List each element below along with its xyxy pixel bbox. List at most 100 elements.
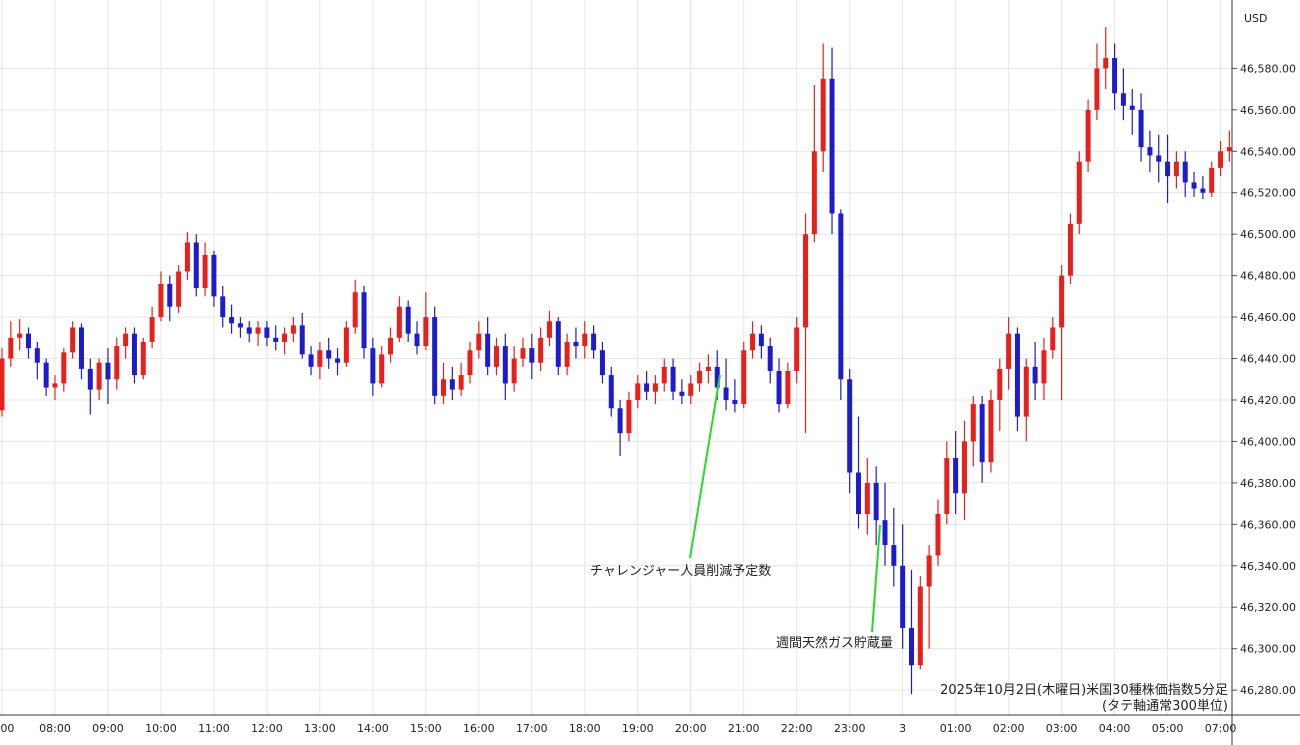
candle-body [308,354,314,367]
candle-body [1076,161,1082,224]
candle-body [856,472,862,514]
candle-body [635,383,641,400]
candle-body [290,325,296,334]
candle-body [617,408,623,434]
candle-body [697,370,703,384]
candle-body [458,375,464,390]
candle-body [1173,161,1179,177]
candle-body [741,350,747,405]
candle-body [17,333,23,338]
candle-body [1129,105,1135,110]
candle-body [1182,161,1188,183]
candle-body [1156,155,1162,162]
y-tick-label: 46,420.00 [1240,394,1296,407]
annotation-line [689,374,721,559]
x-tick-label: 09:00 [92,722,124,735]
candle-body [317,350,323,367]
x-tick-label: 10:00 [145,722,177,735]
candle-body [864,482,870,514]
candle-body [370,348,376,384]
candle-body [882,520,888,546]
candle-body [714,366,720,388]
x-tick-label: 05:00 [1152,722,1184,735]
candle-body [599,350,605,376]
candle-body [591,333,597,351]
y-tick-label: 46,300.00 [1240,643,1296,656]
candle-body [193,242,199,289]
candle-body [423,317,429,347]
candle-body [970,404,976,442]
candle-body [1112,58,1118,94]
currency-label: USD [1244,12,1268,25]
candle-body [644,383,650,392]
y-tick-label: 46,540.00 [1240,145,1296,158]
candle-body [979,404,985,463]
candle-body [1023,366,1029,417]
x-tick-label: 16:00 [463,722,495,735]
candle-body [131,333,137,376]
x-tick-label: 01:00 [940,722,972,735]
x-tick-label: 22:00 [781,722,813,735]
candle-body [1085,109,1091,162]
candle-body [1067,223,1073,276]
y-tick-label: 46,500.00 [1240,228,1296,241]
candle-body [352,292,358,328]
candle-body [1103,58,1109,69]
candle-body [829,78,835,214]
candle-body [43,362,49,388]
x-tick-label: 13:00 [304,722,336,735]
candle-body [343,327,349,363]
candle-body [202,254,208,289]
x-tick-label: 11:00 [198,722,230,735]
y-tick-label: 46,580.00 [1240,62,1296,75]
x-tick-label: 03:00 [1046,722,1078,735]
candle-body [8,337,14,359]
candle-body [820,78,826,152]
candle-body [87,368,93,390]
candle-body [767,346,773,371]
candle-body [414,333,420,347]
y-tick-label: 46,520.00 [1240,187,1296,200]
candle-body [1165,161,1171,177]
x-tick-label: 3 [899,722,906,735]
y-tick-label: 46,360.00 [1240,518,1296,531]
candle-body [564,341,570,367]
candle-body [493,346,499,367]
candle-body [123,333,129,347]
candle-body [184,242,190,272]
candle-body [176,271,182,307]
candle-body [935,513,941,556]
candle-body [891,545,897,566]
candle-body [237,323,243,328]
annotation: チャレンジャー人員削減予定数 [590,563,771,579]
x-tick-label: 19:00 [622,722,654,735]
x-tick-label: 23:00 [834,722,866,735]
candle-body [776,370,782,405]
y-tick-label: 46,400.00 [1240,435,1296,448]
candle-body [732,399,738,405]
candle-body [538,337,544,363]
candle-body [511,358,517,384]
candle-body [652,383,658,392]
y-tick-label: 46,440.00 [1240,353,1296,366]
candle-body [847,379,853,473]
candle-body [388,337,394,355]
candle-body [255,327,261,334]
candle-body [1041,350,1047,384]
candle-body [573,341,579,347]
candle-body [917,586,923,666]
candle-body [220,296,226,318]
y-tick-label: 46,380.00 [1240,477,1296,490]
candle-body [167,283,173,307]
candle-body [838,213,844,380]
candle-body [379,354,385,384]
candle-body [282,333,288,342]
candle-body [432,317,438,396]
candle-body [944,458,950,514]
annotation: 週間天然ガス貯蔵量 [776,635,893,651]
x-tick-label: 07:00 [1205,722,1237,735]
y-tick-label: 46,560.00 [1240,104,1296,117]
candle-body [78,327,84,369]
